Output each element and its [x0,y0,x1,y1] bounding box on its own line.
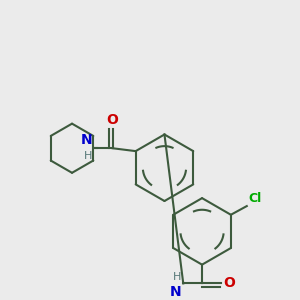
Text: O: O [223,276,235,290]
Text: H: H [84,151,92,160]
Text: H: H [172,272,181,282]
Text: N: N [81,133,92,147]
Text: Cl: Cl [248,192,262,205]
Text: O: O [106,112,119,127]
Text: N: N [169,285,181,299]
